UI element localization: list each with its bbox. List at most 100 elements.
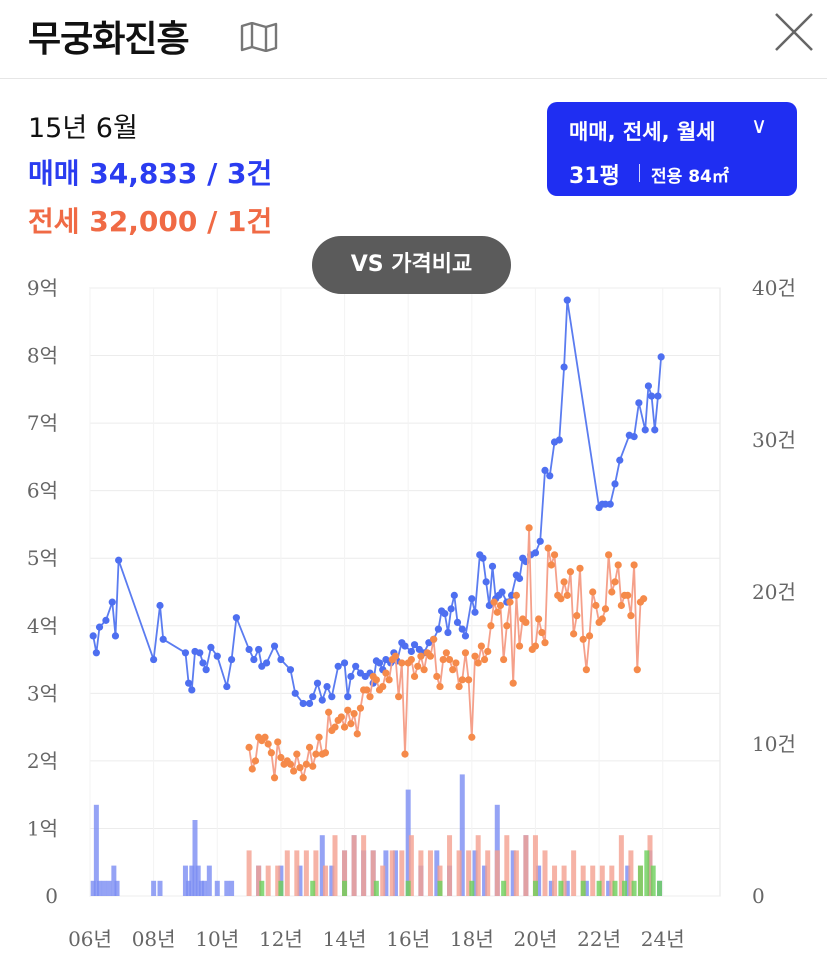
sale-point: [644, 382, 653, 390]
volume-bar: [657, 880, 663, 896]
chart-grid: [89, 287, 721, 897]
jeonse-point: [493, 608, 501, 616]
x-tick-label: 18년: [450, 927, 494, 951]
jeonse-point: [414, 662, 422, 670]
volume-bar: [548, 880, 554, 896]
sale-point: [102, 616, 110, 624]
jeonse-point: [503, 622, 511, 630]
jeonse-point: [585, 632, 594, 640]
deal-types-label: 매매, 전세, 월세: [569, 120, 716, 144]
sale-point: [291, 689, 299, 697]
sale-price-line: [92, 300, 662, 705]
sale-point: [196, 649, 204, 657]
volume-bar: [418, 850, 424, 896]
jeonse-point: [640, 595, 648, 603]
sale-point: [447, 605, 455, 613]
sale-point: [515, 574, 524, 583]
jeonse-point: [515, 642, 524, 650]
volume-bar: [189, 865, 195, 896]
axis-ticks: 0 1억 2억 3억 4억 5억 6억 7억 8억 9억 0 10건 20건 30건 40건 06년 08년 10…: [27, 276, 796, 951]
jeonse-point: [500, 655, 508, 664]
sale-point: [450, 591, 458, 599]
price-chart[interactable]: 0 1억 2억 3억 4억 5억 6억 7억 8억 9억 0 10건 20건 30건 40건 06년 08년 10…: [0, 270, 827, 968]
jeonse-point: [480, 655, 489, 664]
volume-bar: [513, 850, 519, 896]
sale-point: [159, 635, 167, 643]
sale-point: [181, 649, 190, 657]
sale-point: [635, 399, 643, 407]
volume-bar: [625, 865, 631, 896]
volume-bar: [370, 850, 376, 896]
jeonse-point: [347, 720, 355, 728]
sale-point: [458, 625, 466, 633]
sale-point: [232, 614, 240, 622]
jeonse-point: [391, 652, 400, 660]
sale-point: [488, 562, 497, 570]
sale-point: [471, 608, 479, 616]
jeonse-point: [468, 733, 476, 741]
y-tick-label-left: 2억: [27, 749, 58, 773]
jeonse-point: [557, 595, 565, 603]
volume-bar: [392, 850, 398, 896]
y-tick-label-right: 0: [752, 884, 765, 908]
jeonse-point: [573, 612, 581, 620]
jeonse-point: [350, 710, 358, 718]
volume-bar: [590, 865, 596, 896]
jeonse-point: [608, 588, 616, 596]
x-tick-label: 08년: [132, 927, 176, 951]
volume-bar: [399, 850, 405, 896]
x-tick-label: 20년: [514, 927, 558, 951]
sale-point: [563, 296, 571, 304]
volume-bar: [650, 865, 656, 896]
volume-bar: [106, 880, 112, 896]
volume-bar: [380, 865, 386, 896]
sale-point: [277, 655, 285, 664]
sale-point: [401, 642, 409, 650]
close-icon[interactable]: [772, 10, 816, 54]
volume-bar: [647, 835, 653, 896]
sale-point: [270, 642, 279, 650]
jeonse-point: [363, 686, 371, 694]
jeonse-point: [248, 765, 256, 773]
jeonse-point: [340, 723, 349, 731]
chevron-down-icon: ∨: [751, 114, 768, 139]
volume-bar: [297, 865, 303, 896]
x-tick-label: 22년: [577, 927, 621, 951]
jeonse-point: [461, 649, 470, 657]
y-tick-label-left: 7억: [27, 411, 58, 435]
jeonse-point: [605, 551, 613, 559]
volume-bar: [472, 850, 478, 896]
compare-button[interactable]: VS 가격비교: [312, 236, 511, 294]
y-tick-label-right: 10건: [752, 732, 796, 756]
deal-type-filter-button[interactable]: 매매, 전세, 월세 ∨ 31평 전용 84㎡: [547, 102, 797, 196]
jeonse-point: [274, 738, 282, 746]
jeonse-point: [614, 561, 622, 569]
volume-bar: [583, 880, 589, 896]
sale-point: [651, 426, 659, 434]
sale-point: [318, 696, 326, 704]
jeonse-point: [356, 704, 365, 712]
volume-bar: [284, 850, 290, 896]
sale-point: [108, 598, 116, 606]
jeonse-point: [579, 635, 587, 643]
sale-point: [654, 392, 662, 400]
sale-point: [227, 655, 236, 664]
volume-bar: [111, 865, 117, 896]
jeonse-point: [433, 672, 441, 681]
volume-bar: [580, 880, 586, 896]
jeonse-point: [410, 672, 419, 681]
sale-point: [305, 699, 314, 708]
jeonse-point: [611, 578, 619, 586]
jeonse-point: [544, 544, 552, 552]
selected-date: 15년 6월: [28, 113, 138, 144]
map-icon[interactable]: [240, 22, 278, 52]
jeonse-point: [293, 750, 301, 758]
volume-bar: [628, 850, 634, 896]
volume-bar: [599, 865, 605, 896]
volume-bar: [351, 835, 357, 896]
sale-point: [309, 693, 317, 701]
jeonse-point: [251, 757, 260, 765]
jeonse-point: [344, 706, 352, 714]
y-tick-label-left: 8억: [27, 344, 58, 368]
sale-point: [541, 466, 549, 474]
